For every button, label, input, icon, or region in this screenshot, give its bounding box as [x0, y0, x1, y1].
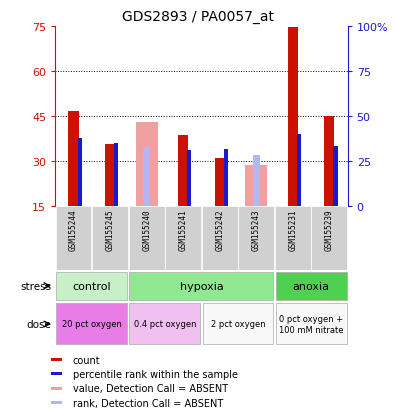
Bar — [333, 146, 337, 206]
Bar — [130, 272, 273, 300]
Text: 0 pct oxygen +
100 mM nitrate: 0 pct oxygen + 100 mM nitrate — [279, 315, 343, 334]
Bar — [311, 206, 347, 271]
Bar — [288, 28, 298, 206]
Text: GDS2893 / PA0057_at: GDS2893 / PA0057_at — [122, 10, 273, 24]
Bar — [245, 166, 267, 206]
Bar — [324, 116, 335, 206]
Bar — [178, 136, 188, 206]
Text: GSM155245: GSM155245 — [105, 209, 115, 250]
Bar — [56, 206, 92, 271]
Text: value, Detection Call = ABSENT: value, Detection Call = ABSENT — [73, 384, 228, 394]
Bar — [238, 206, 274, 271]
Text: GSM155241: GSM155241 — [179, 209, 188, 250]
Bar — [143, 148, 150, 206]
Text: GSM155242: GSM155242 — [215, 209, 224, 250]
Bar — [130, 304, 200, 344]
Bar — [68, 112, 79, 206]
Bar — [51, 358, 62, 361]
Text: 0.4 pct oxygen: 0.4 pct oxygen — [134, 320, 196, 329]
Text: control: control — [73, 281, 111, 291]
Bar — [105, 145, 115, 206]
Text: count: count — [73, 355, 101, 365]
Bar — [114, 144, 118, 206]
Bar — [187, 151, 191, 206]
Text: GSM155243: GSM155243 — [252, 209, 261, 250]
Text: GSM155244: GSM155244 — [69, 209, 78, 250]
Bar — [214, 159, 225, 206]
Text: stress: stress — [20, 281, 51, 291]
Bar — [92, 206, 128, 271]
Bar — [56, 304, 127, 344]
Bar — [129, 206, 165, 271]
Bar — [165, 206, 201, 271]
Bar — [136, 123, 158, 206]
Bar — [202, 206, 238, 271]
Bar — [203, 304, 273, 344]
Bar — [78, 139, 82, 206]
Text: GSM155240: GSM155240 — [142, 209, 151, 250]
Bar — [51, 387, 62, 389]
Bar — [297, 135, 301, 206]
Bar — [51, 401, 62, 404]
Text: percentile rank within the sample: percentile rank within the sample — [73, 369, 238, 379]
Bar — [224, 150, 228, 206]
Bar — [276, 272, 346, 300]
Text: dose: dose — [26, 319, 51, 329]
Bar — [51, 373, 62, 375]
Bar — [275, 206, 311, 271]
Text: GSM155239: GSM155239 — [325, 209, 334, 250]
Bar — [276, 304, 346, 344]
Text: 2 pct oxygen: 2 pct oxygen — [211, 320, 265, 329]
Text: hypoxia: hypoxia — [180, 281, 223, 291]
Text: rank, Detection Call = ABSENT: rank, Detection Call = ABSENT — [73, 398, 223, 408]
Bar — [56, 272, 127, 300]
Text: 20 pct oxygen: 20 pct oxygen — [62, 320, 122, 329]
Bar — [253, 155, 260, 206]
Text: anoxia: anoxia — [293, 281, 329, 291]
Text: GSM155231: GSM155231 — [288, 209, 297, 250]
